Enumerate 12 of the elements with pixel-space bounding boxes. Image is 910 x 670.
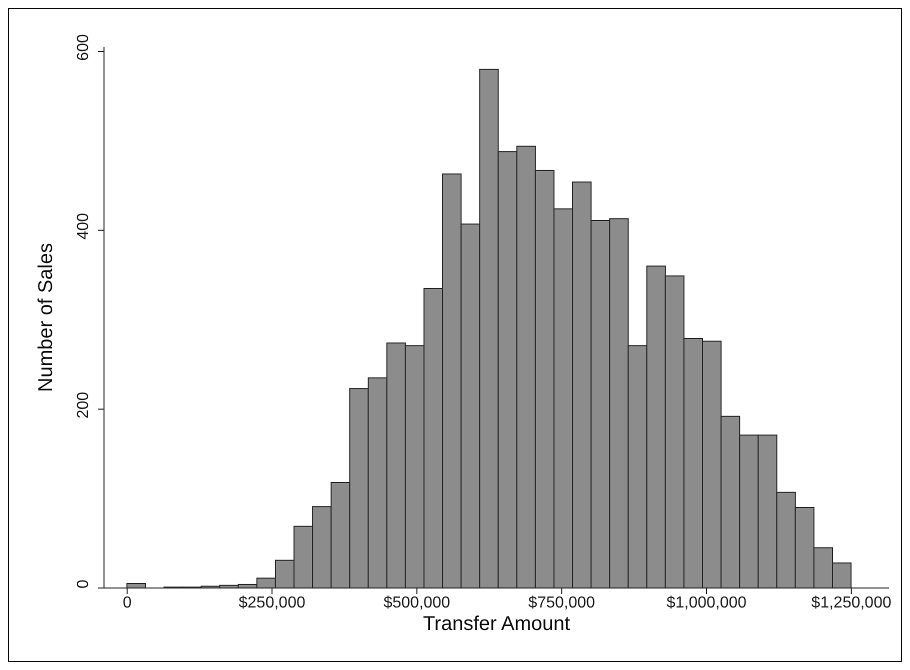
x-tick-label: $250,000 xyxy=(238,594,306,612)
x-tick-label: $500,000 xyxy=(383,594,450,612)
x-tick-label: $1,250,000 xyxy=(811,594,892,612)
y-tick-label: 0 xyxy=(75,579,92,588)
x-tick-label: 0 xyxy=(122,594,132,612)
x-tick-label: $1,000,000 xyxy=(666,594,747,612)
x-axis-title: Transfer Amount xyxy=(422,613,570,636)
y-tick-label: 200 xyxy=(75,392,92,419)
y-axis-title: Number of Sales xyxy=(35,243,58,392)
y-tick-label: 400 xyxy=(75,212,92,240)
y-tick-label: 600 xyxy=(75,34,92,61)
x-tick-label: $750,000 xyxy=(528,594,596,612)
